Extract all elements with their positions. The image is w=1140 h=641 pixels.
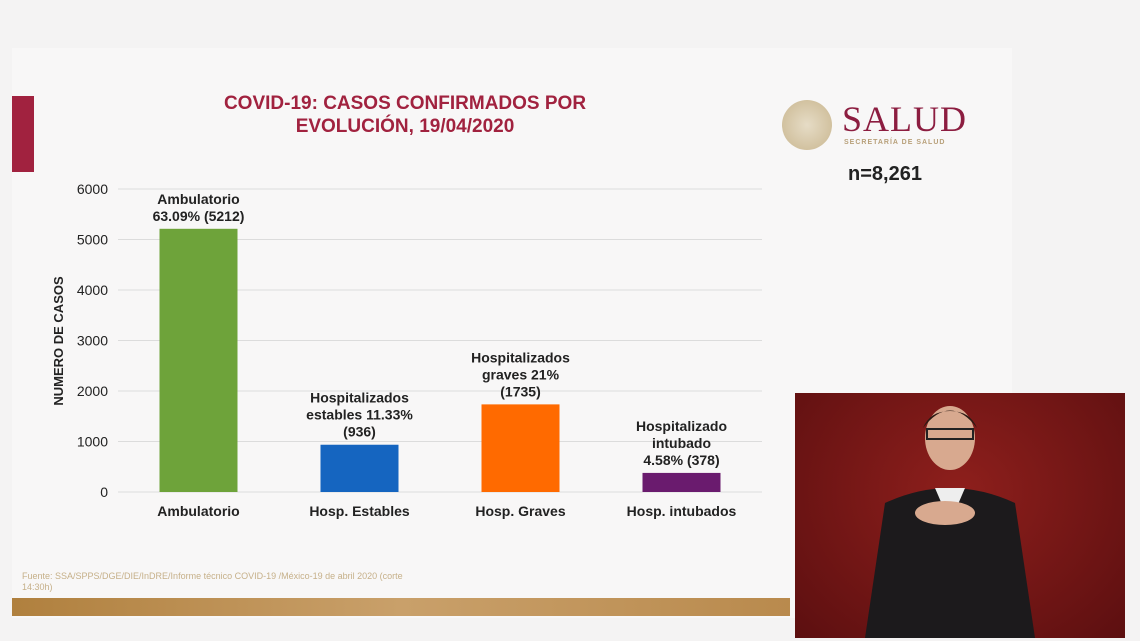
data-label: Hospitalizados: [471, 349, 570, 365]
sign-language-interpreter-video: [795, 393, 1125, 638]
accent-bar: [12, 96, 34, 172]
bar-hosp-intubados: [642, 472, 721, 492]
x-tick-label: Hosp. Estables: [309, 503, 410, 519]
data-label: Ambulatorio: [157, 191, 239, 207]
seal-icon: [782, 100, 832, 150]
source-note: Fuente: SSA/SPPS/DGE/DIE/InDRE/Informe t…: [22, 571, 403, 592]
x-tick-label: Hosp. Graves: [475, 503, 565, 519]
data-label: estables 11.33%: [306, 407, 413, 423]
y-tick-label: 3000: [77, 333, 108, 349]
data-label: Hospitalizados: [310, 390, 409, 406]
y-tick-label: 1000: [77, 434, 108, 450]
data-label: (936): [343, 424, 376, 440]
y-tick-label: 6000: [77, 181, 108, 197]
logo-subtitle: SECRETARÍA DE SALUD: [844, 139, 946, 146]
data-label: 63.09% (5212): [153, 208, 245, 224]
logo-name: SALUD: [842, 99, 968, 139]
data-label: graves 21%: [482, 366, 560, 382]
sample-size: n=8,261: [848, 163, 922, 185]
title-line-2: EVOLUCIÓN, 19/04/2020: [295, 116, 515, 137]
y-axis-label: NUMERO DE CASOS: [51, 276, 66, 406]
footer-bar: [12, 598, 790, 616]
data-label: Hospitalizado: [636, 418, 727, 434]
y-tick-label: 0: [100, 484, 108, 500]
x-tick-label: Ambulatorio: [157, 503, 239, 519]
y-tick-label: 5000: [77, 232, 108, 248]
interpreter-figure: [865, 406, 1035, 638]
data-label: (1735): [500, 383, 540, 399]
chart-title: COVID-19: CASOS CONFIRMADOS POR EVOLUCIÓ…: [150, 92, 660, 138]
data-label: intubado: [652, 435, 711, 451]
bar-ambulatorio: [159, 228, 238, 492]
bar-hosp-graves: [481, 404, 560, 492]
title-line-1: COVID-19: CASOS CONFIRMADOS POR: [223, 93, 587, 114]
data-label: 4.58% (378): [643, 452, 719, 468]
y-tick-label: 2000: [77, 383, 108, 399]
bar-hosp-estables: [320, 444, 399, 492]
y-tick-label: 4000: [77, 282, 108, 298]
x-tick-label: Hosp. intubados: [627, 503, 737, 519]
